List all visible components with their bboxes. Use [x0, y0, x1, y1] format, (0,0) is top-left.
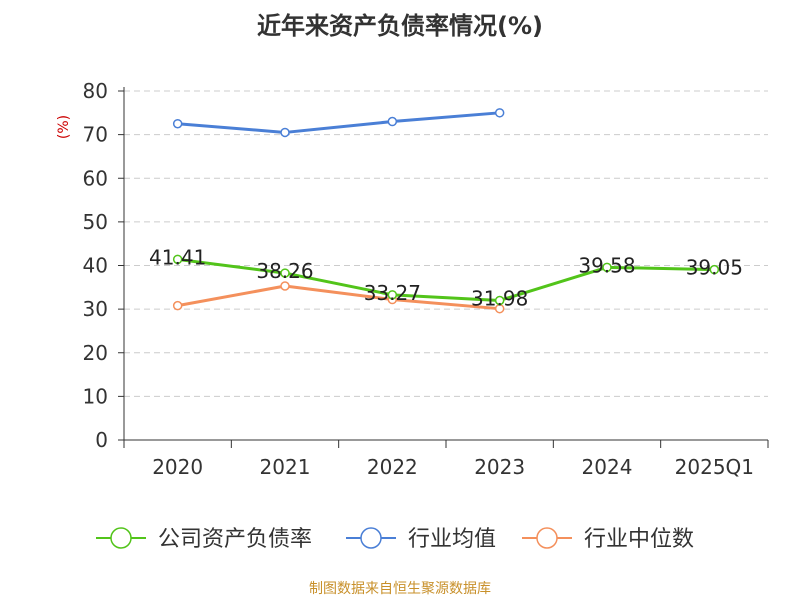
series-line — [177, 111, 500, 134]
data-point — [172, 118, 183, 129]
legend-label: 行业均值 — [408, 527, 496, 552]
legend-marker — [536, 527, 558, 549]
data-point — [172, 300, 183, 311]
y-tick-label: 20 — [83, 341, 108, 365]
data-label: 41.41 — [149, 245, 206, 269]
legend-label: 行业中位数 — [584, 527, 694, 552]
x-tick-label: 2020 — [152, 455, 203, 479]
x-tick-label: 2024 — [582, 455, 633, 479]
y-tick-label: 80 — [83, 79, 108, 103]
y-tick-label: 70 — [83, 123, 108, 147]
series-line — [177, 284, 500, 311]
data-label: 39.05 — [686, 256, 743, 280]
x-tick-label: 2021 — [260, 455, 311, 479]
data-label: 38.26 — [256, 259, 313, 283]
legend-label: 公司资产负债率 — [158, 527, 312, 552]
x-tick-label: 2023 — [474, 455, 525, 479]
data-point — [280, 268, 290, 278]
series-line — [177, 257, 715, 302]
data-point — [602, 262, 612, 273]
data-label: 39.58 — [578, 253, 635, 277]
data-label: 31.98 — [471, 286, 528, 310]
data-point — [387, 290, 398, 300]
y-tick-label: 30 — [83, 297, 108, 321]
data-label: 33.27 — [364, 281, 421, 305]
source-note: 制图数据来自恒生聚源数据库 — [309, 581, 491, 597]
y-tick-label: 0 — [95, 428, 108, 452]
y-axis-label: (%) — [56, 115, 72, 139]
data-point — [494, 108, 505, 118]
data-point — [280, 127, 290, 138]
x-tick-label: 2022 — [367, 455, 418, 479]
y-tick-label: 60 — [83, 166, 108, 190]
data-point — [387, 116, 398, 127]
y-tick-label: 50 — [83, 210, 108, 234]
legend-marker — [360, 527, 382, 549]
data-point — [172, 254, 183, 265]
legend-marker — [110, 527, 132, 549]
data-point — [709, 264, 720, 275]
y-tick-label: 10 — [83, 384, 108, 408]
data-point — [280, 281, 290, 291]
x-tick-label: 2025Q1 — [675, 455, 754, 479]
data-point — [494, 295, 505, 306]
chart-title: 近年来资产负债率情况(%) — [257, 12, 543, 40]
y-tick-label: 40 — [83, 254, 108, 278]
